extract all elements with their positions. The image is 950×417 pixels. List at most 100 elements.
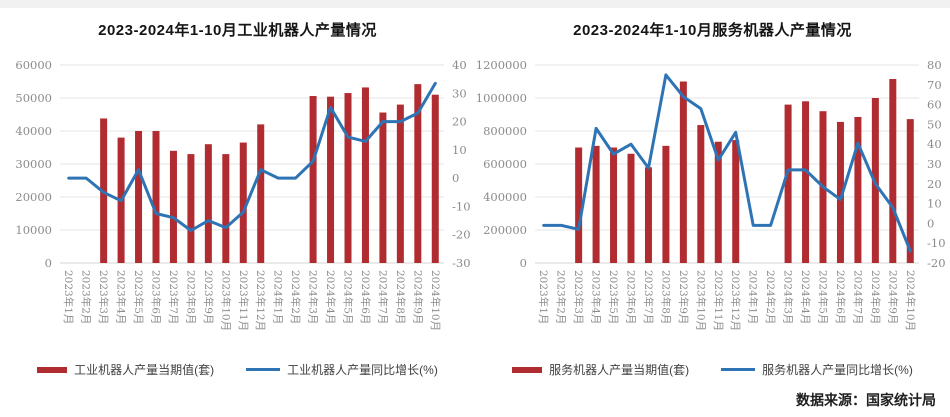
chart-title-industrial: 2023-2024年1-10月工业机器人产量情况	[98, 22, 377, 39]
x-axis-tick-label: 2024年8月	[869, 270, 882, 324]
x-axis-tick-label: 2024年8月	[394, 270, 407, 324]
bar	[204, 144, 212, 263]
right-axis-tick-label: 0	[927, 216, 934, 230]
x-axis-tick-label: 2023年2月	[80, 270, 93, 324]
x-axis-tick-label: 2023年9月	[202, 270, 215, 324]
industrial-robot-chart-canvas: 60000 50000 40000 30000 20000 10000 0 40 30 20 10 0…	[15, 58, 471, 331]
left-axis-tick-label: 600000	[483, 157, 527, 171]
legend-service: 服务机器人产量当期值(套) 服务机器人产量同比增长(%)	[475, 361, 950, 378]
left-axis-tick-label: 50000	[15, 91, 52, 105]
charts-row: 2023-2024年1-10月工业机器人产量情况 60000 50000 40000…	[0, 8, 950, 378]
bar	[854, 116, 862, 263]
left-axis-tick-label: 800000	[483, 124, 527, 138]
bar	[327, 96, 335, 264]
right-axis-tick-label: 20	[927, 177, 942, 191]
bar	[610, 147, 618, 263]
x-axis-tick-label: 2024年9月	[411, 270, 424, 324]
right-axis-tick-label: 30	[927, 157, 942, 171]
left-axis-tick-label: 0	[45, 256, 52, 270]
right-axis-tick-label: -30	[452, 256, 471, 270]
right-axis-tick-label: -10	[452, 199, 471, 213]
data-source-note: 数据来源：国家统计局	[796, 392, 936, 408]
bar	[152, 131, 160, 263]
x-axis-tick-label: 2023年10月	[694, 270, 707, 331]
x-axis-tick-label: 2023年5月	[607, 270, 620, 324]
right-axis-tick-label: 10	[927, 197, 942, 211]
left-axis-tick-label: 0	[520, 256, 527, 270]
left-axis-tick-label: 20000	[15, 190, 52, 204]
right-axis-tick-label: 40	[927, 137, 942, 151]
bar	[169, 150, 177, 263]
right-axis-tick-label: -10	[927, 236, 946, 250]
bar	[187, 154, 195, 263]
x-axis-tick-label: 2023年3月	[97, 270, 110, 324]
legend-item-line: 工业机器人产量同比增长(%)	[246, 361, 438, 378]
page-top-strip	[0, 0, 950, 8]
x-axis-tick-label: 2024年7月	[376, 270, 389, 324]
bar	[662, 145, 670, 263]
bar	[714, 141, 722, 263]
right-axis-tick-label: 80	[927, 58, 942, 72]
legend-label-bar: 工业机器人产量当期值(套)	[74, 363, 215, 377]
industrial-robot-chart-block: 2023-2024年1-10月工业机器人产量情况 60000 50000 40000…	[0, 8, 475, 378]
x-axis-tick-label: 2024年5月	[817, 270, 830, 324]
bar-series-swatch	[512, 366, 543, 373]
line-series-swatch	[246, 368, 281, 371]
bar-series-swatch	[37, 366, 68, 373]
bar	[257, 124, 265, 264]
left-axis-tick-label: 1000000	[476, 91, 527, 105]
x-axis-tick-label: 2024年1月	[272, 270, 285, 324]
left-axis-tick-label: 30000	[15, 157, 52, 171]
x-axis-tick-label: 2024年5月	[342, 270, 355, 324]
x-axis-tick-label: 2024年10月	[904, 270, 917, 331]
x-axis-tick-label: 2024年2月	[764, 270, 777, 324]
x-axis-tick-label: 2023年12月	[729, 270, 742, 331]
x-axis-tick-label: 2023年12月	[254, 270, 267, 331]
left-axis-tick-label: 200000	[483, 223, 527, 237]
x-axis-tick-label: 2023年8月	[659, 270, 672, 324]
x-axis-tick-label: 2023年1月	[62, 270, 75, 324]
x-axis-tick-label: 2023年10月	[219, 270, 232, 331]
legend-item-bar: 工业机器人产量当期值(套)	[37, 361, 214, 378]
x-axis-tick-label: 2024年10月	[429, 270, 442, 331]
x-axis-tick-label: 2023年6月	[150, 270, 163, 324]
bar	[309, 96, 317, 263]
bar	[627, 153, 635, 263]
x-axis-tick-label: 2024年3月	[307, 270, 320, 324]
bar	[361, 87, 369, 263]
right-axis-tick-label: 40	[452, 58, 467, 72]
x-axis-tick-label: 2023年5月	[132, 270, 145, 324]
chart-title-service: 2023-2024年1-10月服务机器人产量情况	[573, 22, 852, 39]
growth-line	[542, 73, 912, 253]
x-axis-tick-label: 2023年1月	[537, 270, 550, 324]
x-axis-tick-label: 2024年7月	[851, 270, 864, 324]
right-axis-tick-label: 70	[927, 78, 942, 92]
x-axis-tick-label: 2023年7月	[642, 270, 655, 324]
legend-item-line: 服务机器人产量同比增长(%)	[721, 361, 913, 378]
growth-line	[67, 81, 437, 232]
x-axis-tick-label: 2023年6月	[625, 270, 638, 324]
bar	[679, 81, 687, 263]
bar	[802, 101, 810, 263]
right-axis-tick-label: 10	[452, 143, 467, 157]
left-axis-tick-label: 40000	[15, 124, 52, 138]
x-axis-tick-label: 2023年4月	[590, 270, 603, 324]
bar	[644, 167, 652, 263]
x-axis-tick-label: 2023年8月	[184, 270, 197, 324]
bar	[431, 94, 439, 263]
x-axis-tick-label: 2024年6月	[834, 270, 847, 324]
left-axis-tick-label: 400000	[483, 190, 527, 204]
bar	[889, 79, 897, 264]
bar	[575, 147, 583, 263]
x-axis-tick-label: 2023年7月	[167, 270, 180, 324]
right-axis-tick-label: 30	[452, 86, 467, 100]
legend-label-bar: 服务机器人产量当期值(套)	[549, 363, 690, 377]
bar	[379, 112, 387, 264]
right-axis-tick-label: 50	[927, 117, 942, 131]
x-axis-tick-label: 2023年2月	[555, 270, 568, 324]
bar	[135, 131, 143, 263]
left-axis-tick-label: 60000	[15, 58, 52, 72]
right-axis-tick-label: 20	[452, 115, 467, 129]
x-axis-tick-label: 2024年6月	[359, 270, 372, 324]
x-axis-tick-label: 2024年4月	[799, 270, 812, 324]
